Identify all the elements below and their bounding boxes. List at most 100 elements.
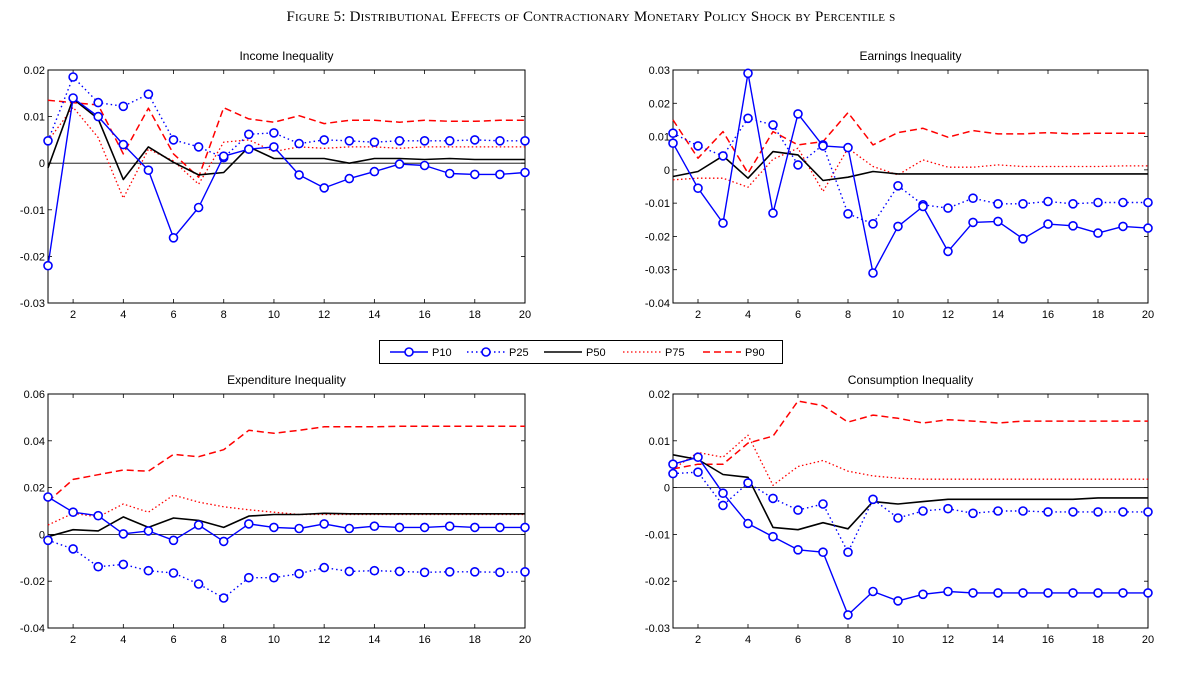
data-point-p25 bbox=[868, 219, 878, 229]
data-point-p25 bbox=[444, 136, 455, 146]
chart-panel-2: Earnings Inequality -0.04 -0.03 -0.02 -0.01 0… bbox=[645, 49, 1154, 321]
data-point-p25 bbox=[993, 506, 1003, 516]
legend-marker bbox=[404, 347, 414, 357]
legend-label: P25 bbox=[509, 347, 529, 359]
data-point-p25 bbox=[668, 128, 678, 138]
data-point-p10 bbox=[244, 519, 254, 529]
data-point-p25 bbox=[1118, 507, 1128, 517]
data-point-p10 bbox=[918, 589, 928, 600]
x-tick-label: 6 bbox=[795, 309, 801, 321]
x-tick-label: 20 bbox=[519, 309, 531, 321]
data-point-p25 bbox=[1093, 197, 1103, 208]
y-tick-label: 0.01 bbox=[24, 112, 45, 124]
data-point-p10 bbox=[218, 151, 229, 161]
data-point-p25 bbox=[218, 593, 229, 603]
data-point-p25 bbox=[718, 151, 728, 161]
data-point-p10 bbox=[718, 488, 728, 499]
data-point-p25 bbox=[469, 566, 480, 577]
data-point-p10 bbox=[394, 159, 405, 169]
y-tick-label: -0.01 bbox=[645, 529, 670, 541]
y-tick-label: -0.02 bbox=[20, 251, 45, 263]
data-point-p25 bbox=[319, 562, 330, 573]
data-point-p25 bbox=[68, 544, 78, 554]
x-tick-label: 12 bbox=[318, 309, 330, 321]
data-point-p10 bbox=[520, 522, 530, 533]
series-line-p75 bbox=[672, 147, 1148, 193]
data-point-p10 bbox=[193, 202, 204, 213]
data-point-p25 bbox=[394, 136, 405, 146]
x-tick-label: 8 bbox=[845, 634, 851, 646]
legend-item-p90: P90 bbox=[703, 347, 765, 359]
series-p75 bbox=[672, 147, 1148, 193]
y-tick-label: 0.01 bbox=[649, 436, 670, 448]
data-point-p10 bbox=[93, 111, 103, 122]
data-point-p10 bbox=[793, 109, 803, 119]
series-p25 bbox=[668, 467, 1153, 558]
data-point-p25 bbox=[520, 566, 530, 577]
data-point-p10 bbox=[394, 522, 405, 533]
data-point-p10 bbox=[1018, 588, 1028, 598]
data-point-p25 bbox=[893, 513, 903, 523]
series-line-p75 bbox=[47, 494, 525, 526]
x-tick-label: 10 bbox=[892, 634, 904, 646]
x-tick-label: 12 bbox=[942, 309, 954, 321]
data-point-p10 bbox=[469, 522, 480, 533]
series-p25 bbox=[43, 535, 530, 603]
data-point-p10 bbox=[168, 535, 179, 546]
x-tick-label: 14 bbox=[992, 634, 1004, 646]
data-point-p10 bbox=[718, 218, 728, 228]
x-tick-label: 14 bbox=[368, 634, 380, 646]
series-p25 bbox=[668, 113, 1153, 229]
y-tick-label: 0.02 bbox=[24, 65, 45, 77]
chart-title: Consumption Inequality bbox=[848, 373, 973, 387]
data-point-p25 bbox=[143, 565, 154, 576]
x-tick-label: 4 bbox=[745, 309, 751, 321]
data-point-p10 bbox=[495, 522, 505, 533]
data-point-p10 bbox=[344, 173, 355, 184]
data-point-p10 bbox=[993, 216, 1003, 227]
plot-frame bbox=[672, 69, 1149, 304]
data-point-p10 bbox=[319, 519, 330, 529]
x-tick-label: 20 bbox=[519, 634, 531, 646]
plot-frame bbox=[47, 393, 526, 629]
x-tick-label: 16 bbox=[1042, 309, 1054, 321]
data-point-p25 bbox=[168, 135, 179, 145]
y-tick-label: 0.03 bbox=[649, 65, 670, 77]
x-tick-label: 10 bbox=[268, 634, 280, 646]
data-point-p25 bbox=[520, 136, 530, 146]
x-tick-label: 4 bbox=[120, 634, 126, 646]
y-tick-label: -0.03 bbox=[20, 298, 45, 310]
series-line-p50 bbox=[47, 98, 525, 181]
data-point-p10 bbox=[868, 586, 878, 597]
data-point-p25 bbox=[793, 160, 803, 170]
x-tick-label: 12 bbox=[942, 634, 954, 646]
data-point-p25 bbox=[495, 567, 505, 578]
series-p10 bbox=[43, 93, 530, 271]
data-point-p25 bbox=[1043, 507, 1053, 517]
data-point-p25 bbox=[93, 561, 103, 572]
data-point-p10 bbox=[893, 221, 903, 232]
data-point-p10 bbox=[68, 93, 78, 103]
x-tick-label: 6 bbox=[795, 634, 801, 646]
series-p90 bbox=[672, 400, 1148, 470]
data-point-p10 bbox=[868, 268, 878, 278]
data-point-p10 bbox=[668, 459, 678, 470]
data-point-p10 bbox=[168, 233, 179, 243]
series-line-p50 bbox=[672, 454, 1148, 531]
y-tick-label: 0 bbox=[39, 529, 45, 541]
data-point-p25 bbox=[1068, 199, 1078, 209]
data-point-p25 bbox=[968, 193, 978, 203]
data-point-p10 bbox=[193, 520, 204, 530]
y-tick-label: -0.03 bbox=[645, 265, 670, 277]
data-point-p25 bbox=[868, 494, 878, 505]
data-point-p25 bbox=[68, 72, 78, 82]
data-point-p25 bbox=[1093, 507, 1103, 517]
legend-label: P10 bbox=[432, 347, 452, 359]
series-line-p75 bbox=[672, 434, 1148, 486]
data-point-p10 bbox=[344, 523, 355, 534]
chart-panel-4: Consumption Inequality -0.03 -0.02 -0.01 0 0.… bbox=[645, 373, 1154, 646]
data-point-p25 bbox=[1118, 197, 1128, 208]
series-p10 bbox=[668, 452, 1153, 620]
data-point-p10 bbox=[520, 167, 530, 178]
series-p75 bbox=[47, 494, 525, 526]
